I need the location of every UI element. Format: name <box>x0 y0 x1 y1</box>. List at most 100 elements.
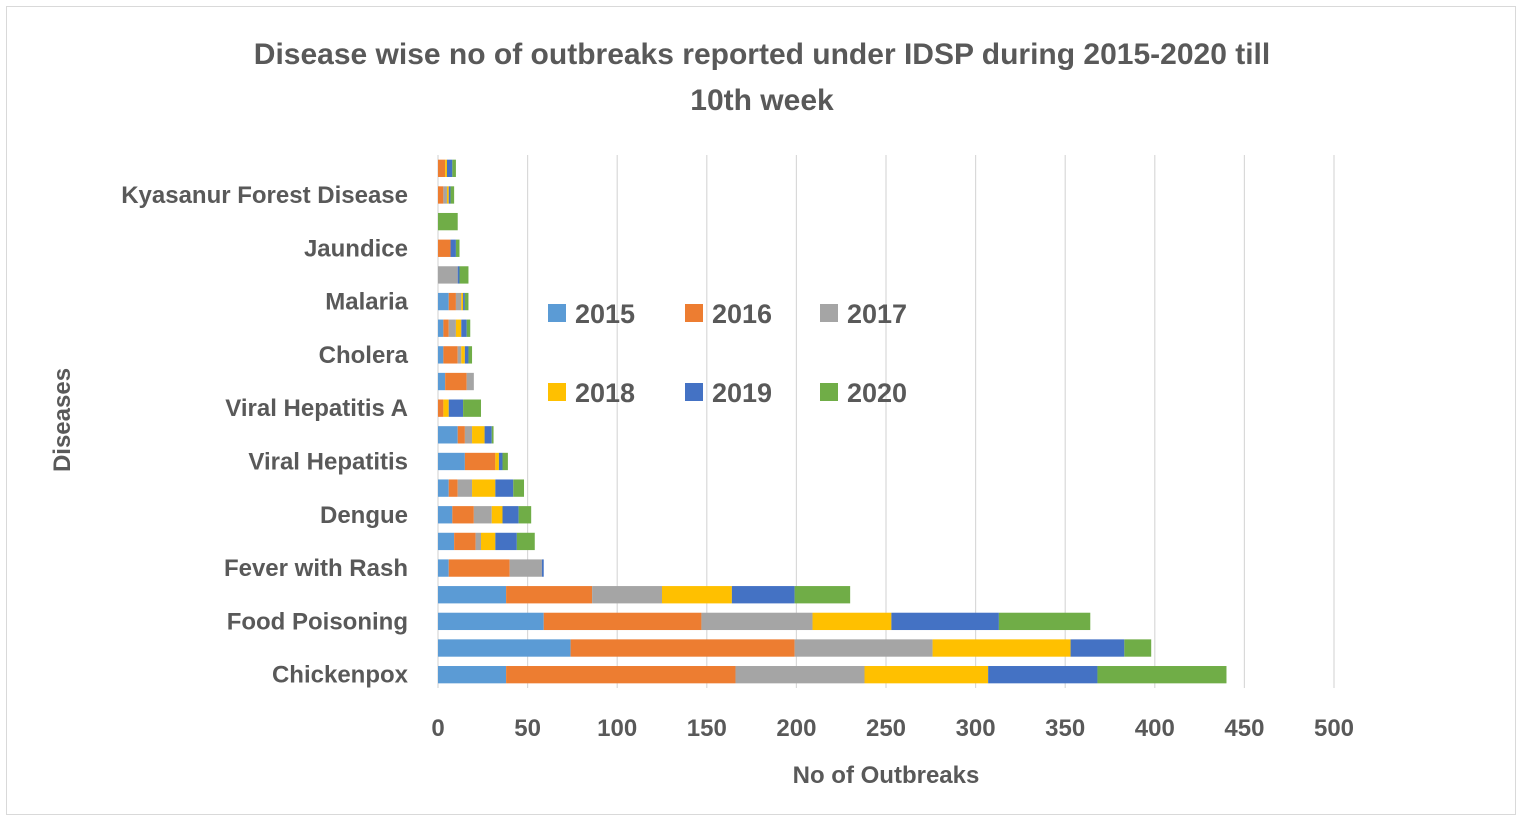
bar-2019-cat-19 <box>446 159 453 177</box>
bar-2018-cat-10 <box>443 399 449 417</box>
legend-label-2015: 2015 <box>575 299 635 329</box>
bar-2020-cat-6 <box>518 506 532 524</box>
bar-2017-cat-11 <box>466 372 474 391</box>
bar-2016-cat-6 <box>452 506 474 524</box>
bar-2020-cat-5 <box>516 532 535 551</box>
bar-2015-cat-5 <box>438 532 455 551</box>
y-axis-title: Diseases <box>49 368 76 472</box>
bar-2017-cat-7 <box>457 479 473 497</box>
bar-2018-cat-0 <box>864 666 989 684</box>
bar-2018-cat-13 <box>455 319 462 337</box>
category-label-12: Cholera <box>319 342 409 369</box>
bar-2019-cat-15 <box>457 266 460 284</box>
bar-2020-cat-13 <box>466 319 471 337</box>
chart-title-line1: Disease wise no of outbreaks reported un… <box>254 38 1270 71</box>
bar-2018-cat-19 <box>445 159 447 177</box>
legend-label-2016: 2016 <box>712 299 772 329</box>
x-axis-title: No of Outbreaks <box>793 762 980 789</box>
category-label-8: Viral Hepatitis <box>248 448 408 475</box>
bar-2019-cat-4 <box>541 559 544 577</box>
x-tick-label-350: 350 <box>1045 715 1085 742</box>
bar-2019-cat-14 <box>463 292 465 311</box>
bar-2019-cat-8 <box>498 452 503 471</box>
bar-2015-cat-4 <box>438 559 449 577</box>
bar-2019-cat-18 <box>448 186 451 204</box>
bar-2018-cat-8 <box>495 452 499 471</box>
bar-2019-cat-6 <box>502 506 519 524</box>
bar-2017-cat-6 <box>473 506 492 524</box>
bar-2015-cat-11 <box>438 372 446 391</box>
bar-2020-cat-18 <box>450 186 455 204</box>
category-label-16: Jaundice <box>304 235 408 262</box>
legend-swatch-2016 <box>685 304 703 322</box>
bar-2016-cat-18 <box>438 186 444 204</box>
x-tick-label-50: 50 <box>514 715 541 742</box>
bar-2017-cat-14 <box>455 292 462 311</box>
bar-2020-cat-1 <box>1124 639 1152 657</box>
x-tick-label-450: 450 <box>1224 715 1264 742</box>
bar-2019-cat-13 <box>461 319 467 337</box>
bar-2020-cat-8 <box>502 452 508 471</box>
legend-label-2019: 2019 <box>712 378 772 408</box>
bar-2016-cat-7 <box>448 479 458 497</box>
bar-2015-cat-7 <box>438 479 449 497</box>
category-label-6: Dengue <box>320 502 408 529</box>
legend-swatch-2018 <box>548 383 566 401</box>
bar-2019-cat-7 <box>495 479 514 497</box>
bar-2016-cat-16 <box>438 239 451 257</box>
bar-2020-cat-16 <box>455 239 460 257</box>
bar-2015-cat-8 <box>438 452 465 471</box>
bar-2015-cat-13 <box>438 319 444 337</box>
bar-2018-cat-12 <box>461 346 465 364</box>
bar-2019-cat-0 <box>988 666 1098 684</box>
bar-2016-cat-1 <box>570 639 795 657</box>
bar-2016-cat-13 <box>443 319 449 337</box>
bar-2018-cat-1 <box>932 639 1071 657</box>
bar-2017-cat-2 <box>701 612 813 631</box>
bar-2018-cat-9 <box>472 426 485 444</box>
bar-2019-cat-16 <box>450 239 456 257</box>
bar-2015-cat-12 <box>438 346 444 364</box>
category-label-14: Malaria <box>325 289 408 316</box>
category-label-0: Chickenpox <box>272 662 409 689</box>
bar-2020-cat-0 <box>1097 666 1227 684</box>
bar-2016-cat-2 <box>543 612 702 631</box>
legend: 2015 2016 2017 2018 2019 2020 <box>548 299 907 408</box>
bar-2020-cat-19 <box>452 159 456 177</box>
bar-2020-cat-12 <box>468 346 473 364</box>
legend-label-2017: 2017 <box>847 299 907 329</box>
bar-2017-cat-9 <box>464 426 473 444</box>
bar-2019-cat-9 <box>484 426 492 444</box>
bars <box>438 159 1227 684</box>
bar-2016-cat-10 <box>438 399 444 417</box>
gridlines <box>437 155 1335 688</box>
x-tick-label-300: 300 <box>956 715 996 742</box>
bar-2016-cat-8 <box>464 452 496 471</box>
bar-2019-cat-3 <box>731 586 795 604</box>
bar-2020-cat-2 <box>998 612 1091 631</box>
x-tick-label-0: 0 <box>431 715 444 742</box>
legend-swatch-2020 <box>820 383 838 401</box>
bar-2017-cat-18 <box>443 186 447 204</box>
bar-2016-cat-14 <box>448 292 456 311</box>
bar-2017-cat-3 <box>592 586 662 604</box>
bar-2016-cat-0 <box>506 666 736 684</box>
bar-2016-cat-5 <box>454 532 476 551</box>
bar-2020-cat-17 <box>438 212 458 231</box>
bar-2017-cat-5 <box>475 532 482 551</box>
legend-swatch-2017 <box>820 304 838 322</box>
bar-2015-cat-0 <box>438 666 507 684</box>
legend-label-2020: 2020 <box>847 378 907 408</box>
x-tick-label-100: 100 <box>597 715 637 742</box>
category-label-10: Viral Hepatitis A <box>225 395 408 422</box>
bar-2020-cat-14 <box>464 292 469 311</box>
bar-2019-cat-2 <box>891 612 999 631</box>
bar-2018-cat-2 <box>812 612 892 631</box>
bar-2019-cat-10 <box>448 399 464 417</box>
category-label-18: Kyasanur Forest Disease <box>121 182 408 209</box>
bar-2015-cat-14 <box>438 292 449 311</box>
bar-2017-cat-1 <box>794 639 933 657</box>
category-label-2: Food Poisoning <box>227 608 408 635</box>
bar-2019-cat-12 <box>464 346 469 364</box>
